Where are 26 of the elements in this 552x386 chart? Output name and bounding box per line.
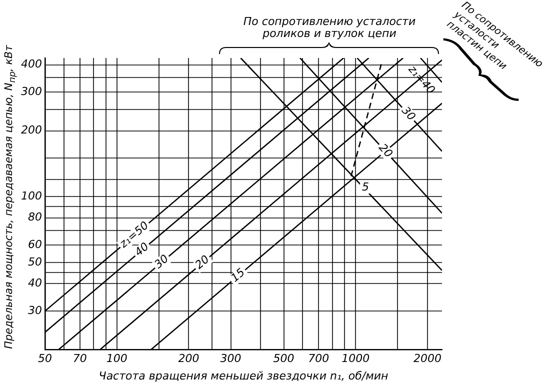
text: 30 xyxy=(399,104,418,124)
y-tick-label: 50 xyxy=(28,255,42,268)
y-tick-label: 40 xyxy=(28,276,42,290)
y-tick-label: 200 xyxy=(20,124,42,137)
text: 15 xyxy=(228,266,248,285)
x-tick-label: 50 xyxy=(38,352,52,366)
y-tick-label: 400 xyxy=(20,58,42,71)
y-tick-label: 80 xyxy=(28,210,42,224)
text: 30 xyxy=(152,252,172,272)
x-tick-label: 2000 xyxy=(414,352,442,366)
x-tick-label: 500 xyxy=(273,352,294,366)
text: 20 xyxy=(376,141,396,160)
x-tick-label: 1000 xyxy=(342,352,370,366)
x-tick-label: 200 xyxy=(178,352,200,366)
x-tick-label: 100 xyxy=(106,352,128,366)
x-axis-title: Частота вращения меньшей звездочки n₁, об/мин xyxy=(98,369,388,382)
y-tick-label: 60 xyxy=(28,238,42,252)
y-tick-label: 100 xyxy=(20,189,42,202)
x-tick-label: 700 xyxy=(308,352,330,366)
text: 20 xyxy=(192,252,212,272)
y-tick-label: 30 xyxy=(28,304,42,317)
text: По сопротивлению усталости роликов и втулок цепи xyxy=(242,15,417,40)
x-tick-label: 70 xyxy=(72,352,87,366)
annotation: 5 xyxy=(362,180,370,194)
y-tick-label: 300 xyxy=(20,85,42,98)
x-tick-label: 300 xyxy=(220,352,242,366)
